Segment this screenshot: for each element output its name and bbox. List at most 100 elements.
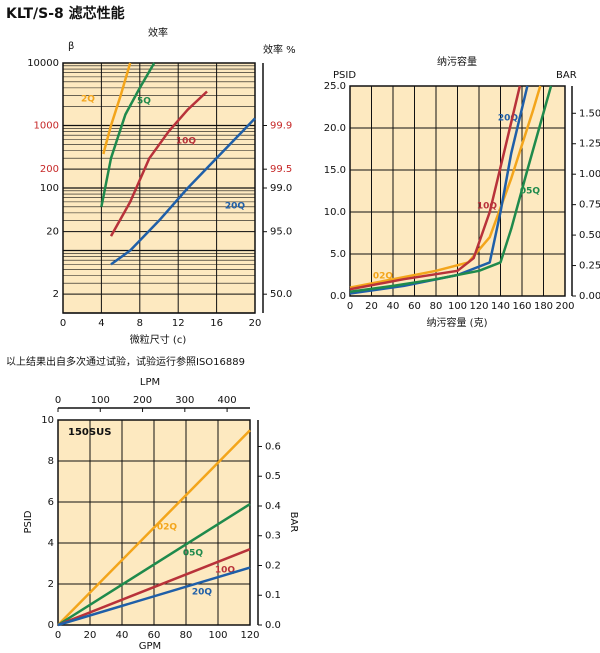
x2-tick-label: 400 bbox=[218, 395, 237, 406]
series-label: 10Q bbox=[176, 137, 197, 147]
y2-tick-label: 0.5 bbox=[265, 471, 281, 482]
x-tick-label: 120 bbox=[469, 301, 488, 312]
series-label: 02Q bbox=[157, 523, 178, 533]
x-tick-label: 200 bbox=[555, 301, 574, 312]
note: 以上结果出自多次通过试验，试验运行参照ISO16889 bbox=[6, 355, 245, 368]
x-tick-label: 0 bbox=[55, 630, 61, 641]
y2-tick-label: 1.00 bbox=[579, 169, 600, 180]
x-tick-label: 20 bbox=[249, 318, 262, 329]
y-tick-label: 20.0 bbox=[324, 123, 346, 134]
y2-tick-label: 0.0 bbox=[265, 620, 281, 631]
series-label: 20Q bbox=[498, 114, 519, 124]
series-line bbox=[110, 117, 256, 266]
series-line bbox=[349, 85, 522, 291]
y-tick-label: 10.0 bbox=[324, 207, 346, 218]
series-label: 02Q bbox=[373, 272, 394, 282]
y2-tick-label: 1.25 bbox=[579, 139, 600, 150]
x-tick-label: 60 bbox=[148, 630, 161, 641]
x2-axis-label: LPM bbox=[140, 377, 160, 388]
x-tick-label: 0 bbox=[60, 318, 66, 329]
y-tick-label: 20 bbox=[46, 227, 59, 238]
series-line bbox=[349, 85, 553, 294]
x2-tick-label: 300 bbox=[175, 395, 194, 406]
series-line bbox=[57, 547, 251, 627]
y-axis-label: PSID bbox=[23, 510, 34, 533]
page-title: KLT/S-8 滤芯性能 bbox=[6, 5, 125, 22]
y2-tick-label: 0.6 bbox=[265, 441, 281, 452]
y-tick-label: 10 bbox=[41, 415, 54, 426]
y2-tick-label: 50.0 bbox=[270, 289, 292, 300]
series-line bbox=[109, 90, 208, 237]
series-label: 2Q bbox=[81, 95, 95, 105]
x2-tick-label: 0 bbox=[55, 395, 61, 406]
x-tick-label: 100 bbox=[448, 301, 467, 312]
x-axis-label: 微粒尺寸 (c) bbox=[130, 333, 187, 346]
x-tick-label: 20 bbox=[365, 301, 378, 312]
y-tick-label: 2 bbox=[53, 289, 59, 300]
y2-tick-label: 99.9 bbox=[270, 121, 292, 132]
series-line bbox=[349, 85, 542, 289]
y2-tick-label: 0.25 bbox=[579, 261, 600, 272]
y2-tick-label: 95.0 bbox=[270, 227, 292, 238]
x-tick-label: 16 bbox=[210, 318, 223, 329]
y-tick-label: 10000 bbox=[27, 58, 59, 69]
y2-tick-label: 0.75 bbox=[579, 200, 600, 211]
series-line bbox=[100, 62, 156, 208]
y2-tick-label: 0.1 bbox=[265, 590, 281, 601]
series-label: 20Q bbox=[192, 588, 213, 598]
series-line bbox=[57, 429, 251, 626]
series-line bbox=[57, 566, 251, 627]
series-label: 5Q bbox=[137, 97, 151, 107]
y2-tick-label: 0.3 bbox=[265, 531, 281, 542]
x-tick-label: 160 bbox=[512, 301, 531, 312]
y-tick-label: 2 bbox=[48, 579, 54, 590]
x-tick-label: 0 bbox=[347, 301, 353, 312]
y-tick-label: 6 bbox=[48, 497, 54, 508]
x-tick-label: 4 bbox=[98, 318, 104, 329]
y-tick-label: 200 bbox=[40, 164, 59, 175]
y-tick-label: 8 bbox=[48, 456, 54, 467]
y-axis-label: β bbox=[68, 41, 74, 52]
series-line bbox=[102, 62, 132, 155]
y-tick-label: 4 bbox=[48, 538, 54, 549]
x-tick-label: 140 bbox=[491, 301, 510, 312]
y2-axis-label: 效率 % bbox=[263, 43, 296, 56]
y2-tick-label: 1.50 bbox=[579, 108, 600, 119]
y2-tick-label: 0.50 bbox=[579, 230, 600, 241]
x-tick-label: 8 bbox=[137, 318, 143, 329]
y-axis-label: PSID bbox=[333, 70, 356, 81]
y-tick-label: 100 bbox=[40, 183, 59, 194]
series-label: 10Q bbox=[215, 566, 236, 576]
series-label: 05Q bbox=[520, 187, 541, 197]
annotation: 150SUS bbox=[68, 427, 111, 438]
y-tick-label: 5.0 bbox=[330, 249, 346, 260]
x-tick-label: 20 bbox=[84, 630, 97, 641]
x2-tick-label: 100 bbox=[91, 395, 110, 406]
series-label: 20Q bbox=[225, 202, 246, 212]
x-tick-label: 80 bbox=[430, 301, 443, 312]
series-line bbox=[349, 85, 529, 295]
x-tick-label: 60 bbox=[408, 301, 421, 312]
x-tick-label: 100 bbox=[208, 630, 227, 641]
y2-tick-label: 99.5 bbox=[270, 164, 292, 175]
x-tick-label: 40 bbox=[116, 630, 129, 641]
y2-tick-label: 99.0 bbox=[270, 183, 292, 194]
y2-tick-label: 0.2 bbox=[265, 560, 281, 571]
x-axis-label: 纳污容量 (克) bbox=[427, 316, 488, 329]
x-tick-label: 180 bbox=[534, 301, 553, 312]
y2-tick-label: 0.4 bbox=[265, 501, 281, 512]
x-tick-label: 120 bbox=[240, 630, 259, 641]
y-tick-label: 1000 bbox=[34, 121, 59, 132]
chart-title: 纳污容量 bbox=[437, 55, 477, 68]
series-line bbox=[57, 502, 251, 627]
x-axis-label: GPM bbox=[139, 641, 161, 652]
y2-axis-label: BAR bbox=[556, 70, 577, 81]
y-tick-label: 0 bbox=[48, 620, 54, 631]
y2-axis-label: BAR bbox=[288, 512, 299, 533]
chart-title: 效率 bbox=[148, 26, 168, 39]
y2-tick-label: 0.00 bbox=[579, 291, 600, 302]
series-label: 10Q bbox=[477, 202, 498, 212]
y-tick-label: 25.0 bbox=[324, 81, 346, 92]
y-tick-label: 0.0 bbox=[330, 291, 346, 302]
